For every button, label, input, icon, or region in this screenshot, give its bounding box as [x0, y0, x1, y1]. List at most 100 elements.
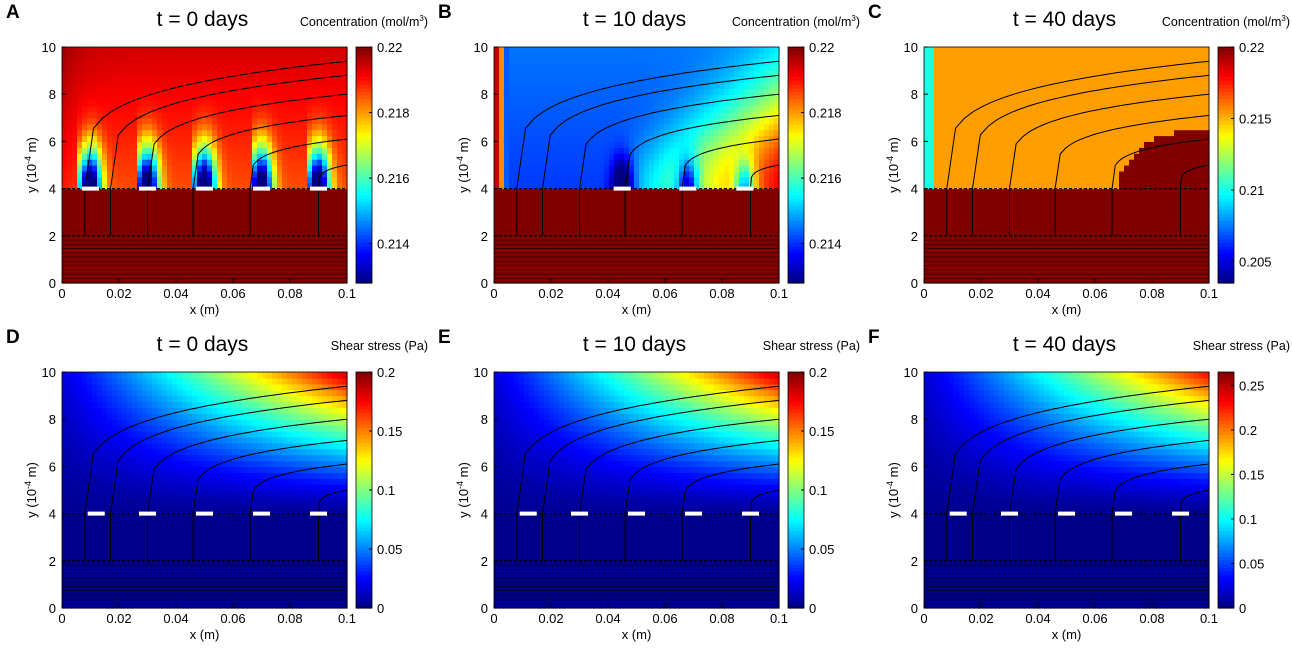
heatmap-cell	[724, 147, 730, 154]
heatmap-cell	[644, 212, 650, 219]
heatmap-cell	[949, 88, 955, 95]
heatmap-cell	[739, 194, 745, 201]
heatmap-cell	[934, 64, 940, 72]
heatmap-cell	[594, 194, 600, 201]
heatmap-cell	[719, 82, 725, 89]
heatmap-cell	[127, 58, 133, 66]
heatmap-cell	[539, 94, 545, 101]
heatmap-cell	[744, 100, 750, 107]
heatmap-cell	[257, 170, 263, 178]
heatmap-cell	[654, 106, 660, 113]
heatmap-cell	[714, 194, 720, 201]
heatmap-cell	[574, 82, 580, 89]
heatmap-cell	[117, 241, 123, 249]
heatmap-cell	[107, 58, 113, 66]
heatmap-cell	[544, 64, 550, 72]
heatmap-cell	[604, 94, 610, 101]
heatmap-cell	[634, 94, 640, 101]
heatmap-cell	[584, 218, 590, 225]
heatmap-cell	[644, 88, 650, 95]
heatmap-cell	[142, 259, 148, 266]
heatmap-cell	[664, 111, 670, 119]
heatmap-cell	[664, 106, 670, 113]
heatmap-cell	[167, 141, 173, 148]
heatmap-cell	[317, 52, 323, 60]
heatmap-cell	[694, 64, 700, 72]
heatmap-cell	[744, 194, 750, 201]
heatmap-cell	[292, 277, 298, 284]
heatmap-cell	[554, 147, 560, 154]
heatmap-cell	[142, 241, 148, 249]
heatmap-cell	[332, 277, 338, 284]
heatmap-cell	[127, 265, 133, 272]
heatmap-cell	[699, 176, 705, 184]
heatmap-cell	[187, 229, 193, 237]
heatmap-cell	[87, 111, 93, 119]
heatmap-cell	[959, 129, 965, 137]
heatmap-cell	[237, 123, 243, 131]
heatmap-cell	[769, 153, 775, 160]
heatmap-cell	[669, 64, 675, 72]
heatmap-cell	[614, 176, 620, 184]
heatmap-cell	[739, 229, 745, 237]
heatmap-cell	[337, 82, 343, 89]
heatmap-cell	[292, 100, 298, 107]
heatmap-cell	[619, 182, 625, 190]
heatmap-cell	[197, 165, 203, 172]
heatmap-cell	[759, 188, 765, 196]
heatmap-cell	[97, 218, 103, 225]
heatmap-cell	[664, 141, 670, 148]
heatmap-cell	[954, 277, 960, 284]
heatmap-cell	[72, 111, 78, 119]
heatmap-cell	[539, 106, 545, 113]
heatmap-cell	[237, 277, 243, 284]
heatmap-cell	[167, 170, 173, 178]
heatmap-cell	[679, 153, 685, 160]
heatmap-cell	[724, 94, 730, 101]
heatmap-cell	[332, 141, 338, 148]
heatmap-cell	[182, 271, 188, 278]
heatmap-cell	[82, 141, 88, 148]
heatmap-cell	[624, 135, 630, 142]
heatmap-cell	[307, 100, 313, 107]
heatmap-cell	[749, 153, 755, 160]
streamline	[681, 138, 780, 236]
heatmap-cell	[212, 82, 218, 89]
heatmap-cell	[287, 182, 293, 190]
heatmap-cell	[764, 76, 770, 83]
heatmap-cell	[574, 218, 580, 225]
heatmap-cell	[337, 235, 343, 243]
heatmap-cell	[749, 224, 755, 231]
heatmap-cell	[332, 235, 338, 243]
heatmap-cell	[929, 70, 935, 78]
heatmap-cell	[514, 135, 520, 142]
heatmap-cell	[342, 277, 348, 284]
heatmap-cell	[272, 206, 278, 213]
heatmap-cell	[97, 277, 103, 284]
heatmap-cell	[192, 206, 198, 213]
heatmap-cell	[322, 100, 328, 107]
heatmap-cell	[177, 106, 183, 113]
heatmap-cell	[639, 271, 645, 278]
heatmap-cell	[614, 47, 620, 54]
heatmap-cell	[644, 235, 650, 243]
heatmap-cell	[337, 271, 343, 278]
heatmap-cell	[247, 100, 253, 107]
heatmap-cell	[322, 141, 328, 148]
heatmap-cell	[609, 229, 615, 237]
heatmap-cell	[499, 247, 505, 255]
heatmap-cell	[157, 235, 163, 243]
heatmap-cell	[172, 188, 178, 196]
heatmap-cell	[202, 247, 208, 255]
heatmap-cell	[312, 277, 318, 284]
heatmap-cell	[759, 82, 765, 89]
heatmap-cell	[544, 212, 550, 219]
heatmap-cell	[499, 70, 505, 78]
heatmap-cell	[704, 88, 710, 95]
heatmap-cell	[317, 194, 323, 201]
heatmap-cell	[759, 135, 765, 142]
heatmap-cell	[312, 135, 318, 142]
heatmap-cell	[509, 170, 515, 178]
heatmap-cell	[187, 52, 193, 60]
heatmap-cell	[187, 123, 193, 131]
